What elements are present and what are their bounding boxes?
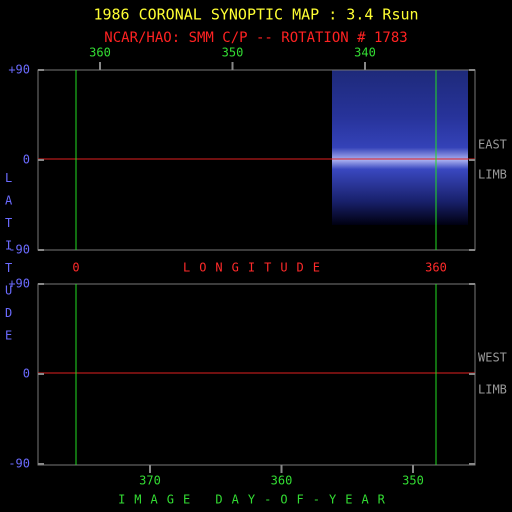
x-tick-label: 370 bbox=[139, 474, 161, 488]
longitude-label: LONGITUDE bbox=[183, 261, 329, 275]
y-tick-label: 0 bbox=[23, 367, 30, 381]
coronal-image bbox=[332, 70, 468, 225]
title: 1986 CORONAL SYNOPTIC MAP : 3.4 Rsun bbox=[93, 6, 418, 24]
longitude-tick-label: 360 bbox=[425, 261, 447, 275]
limb-label: EAST bbox=[478, 138, 507, 152]
y-tick-label: 0 bbox=[23, 153, 30, 167]
longitude-tick-label: 0 bbox=[72, 261, 79, 275]
day-of-year-label: IMAGE DAY-OF-YEAR bbox=[118, 493, 394, 507]
y-tick-label: +90 bbox=[8, 277, 30, 291]
limb-label: LIMB bbox=[478, 168, 507, 182]
top-tick-label: 360 bbox=[89, 46, 111, 60]
y-tick-label: +90 bbox=[8, 63, 30, 77]
top-tick-label: 340 bbox=[354, 46, 376, 60]
y-tick-label: -90 bbox=[8, 243, 30, 257]
subtitle: NCAR/HAO: SMM C/P -- ROTATION # 1783 bbox=[104, 30, 407, 46]
x-tick-label: 360 bbox=[271, 474, 293, 488]
limb-label: WEST bbox=[478, 351, 507, 365]
limb-label: LIMB bbox=[478, 383, 507, 397]
y-tick-label: -90 bbox=[8, 457, 30, 471]
x-tick-label: 350 bbox=[402, 474, 424, 488]
top-tick-label: 350 bbox=[222, 46, 244, 60]
